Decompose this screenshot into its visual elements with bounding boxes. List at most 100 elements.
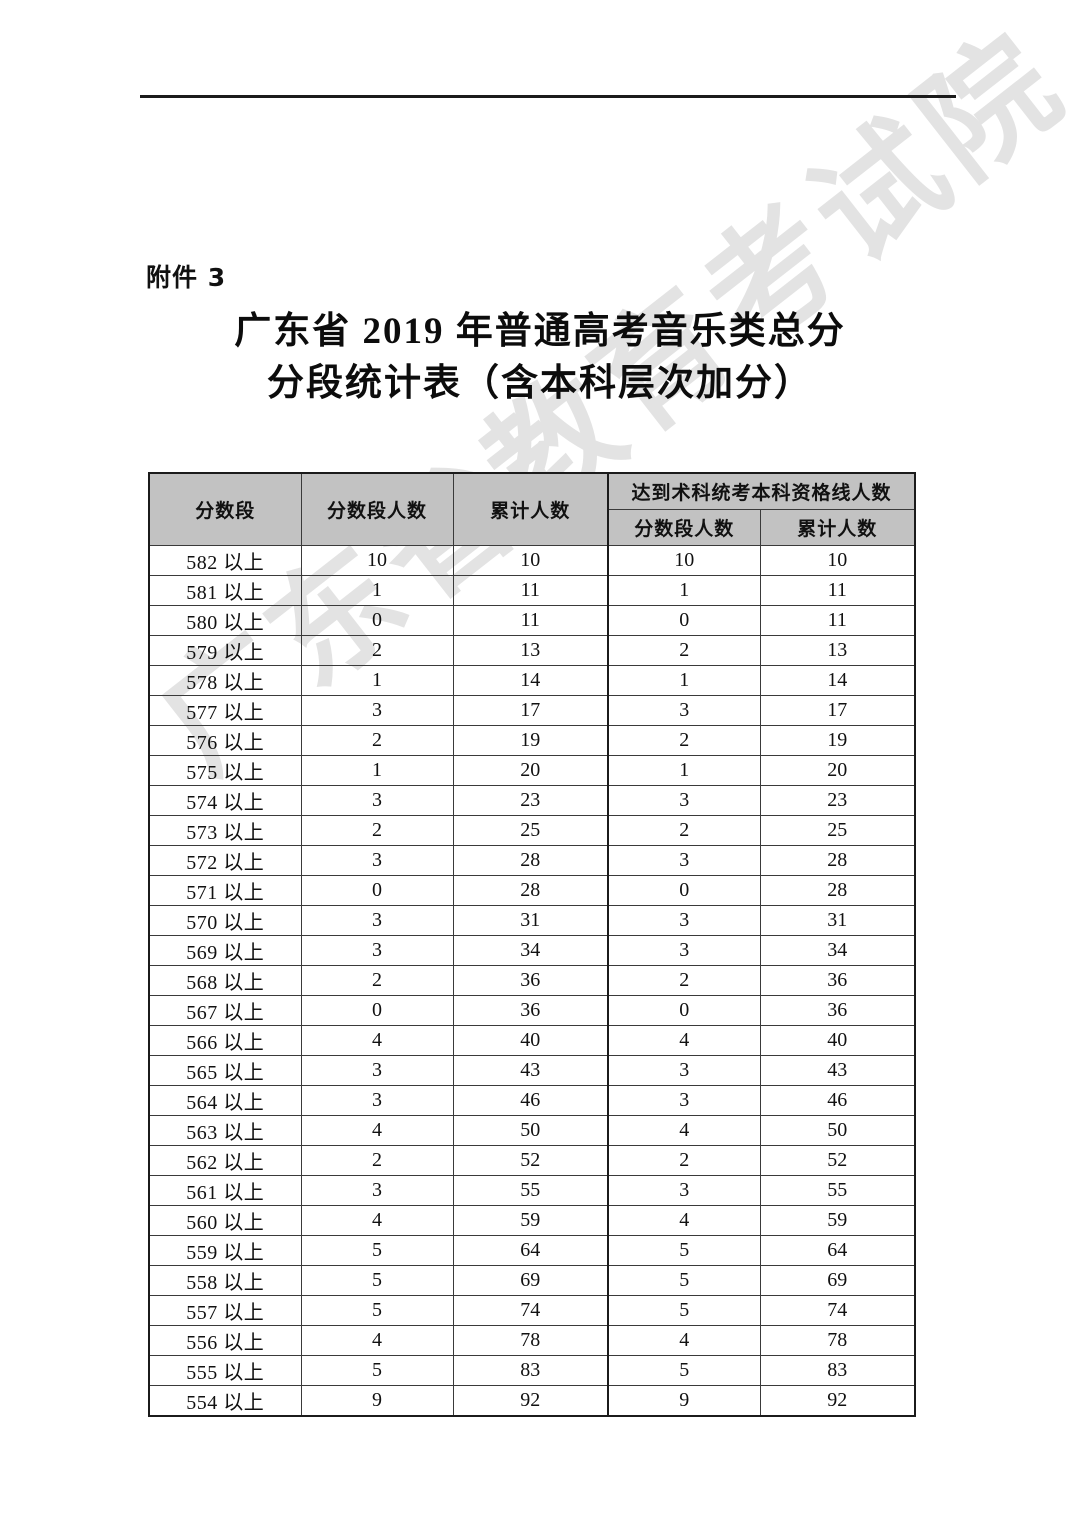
cell-band-count: 2 xyxy=(300,1145,454,1176)
cell-score-band: 562 以上 xyxy=(148,1145,302,1176)
cell-cumulative: 11 xyxy=(452,605,609,636)
table-body: 582 以上 10 10 10 10 581 以上 1 11 1 11 580 以上 0 11 0 11 57… xyxy=(148,545,916,1417)
cell-qualified-cumulative: 34 xyxy=(759,935,916,966)
cell-cumulative: 25 xyxy=(452,815,609,846)
th-band-count: 分数段人数 xyxy=(300,472,454,546)
cell-cumulative: 11 xyxy=(452,575,609,606)
cell-qualified-cumulative: 36 xyxy=(759,965,916,996)
cell-score-band: 581 以上 xyxy=(148,575,302,606)
cell-band-count: 0 xyxy=(300,995,454,1026)
cell-cumulative: 64 xyxy=(452,1235,609,1266)
cell-qualified-band-count: 3 xyxy=(607,845,761,876)
cell-band-count: 4 xyxy=(300,1025,454,1056)
cell-band-count: 2 xyxy=(300,635,454,666)
table-row: 569 以上 3 34 3 34 xyxy=(148,935,916,966)
cell-cumulative: 74 xyxy=(452,1295,609,1326)
cell-score-band: 579 以上 xyxy=(148,635,302,666)
table-row: 577 以上 3 17 3 17 xyxy=(148,695,916,726)
cell-qualified-cumulative: 64 xyxy=(759,1235,916,1266)
cell-qualified-cumulative: 31 xyxy=(759,905,916,936)
table-row: 568 以上 2 36 2 36 xyxy=(148,965,916,996)
cell-score-band: 577 以上 xyxy=(148,695,302,726)
header-rule xyxy=(140,95,956,98)
table-row: 572 以上 3 28 3 28 xyxy=(148,845,916,876)
cell-qualified-cumulative: 46 xyxy=(759,1085,916,1116)
cell-qualified-cumulative: 28 xyxy=(759,875,916,906)
cell-band-count: 5 xyxy=(300,1265,454,1296)
cell-cumulative: 28 xyxy=(452,875,609,906)
cell-cumulative: 14 xyxy=(452,665,609,696)
cell-band-count: 3 xyxy=(300,1175,454,1206)
cell-qualified-band-count: 0 xyxy=(607,875,761,906)
cell-band-count: 3 xyxy=(300,1085,454,1116)
cell-band-count: 4 xyxy=(300,1325,454,1356)
table-row: 557 以上 5 74 5 74 xyxy=(148,1295,916,1326)
cell-qualified-cumulative: 83 xyxy=(759,1355,916,1386)
table-header: 分数段 分数段人数 累计人数 达到术科统考本科资格线人数 分数段人数 累计人数 xyxy=(148,472,916,546)
cell-cumulative: 50 xyxy=(452,1115,609,1146)
table-row: 563 以上 4 50 4 50 xyxy=(148,1115,916,1146)
cell-qualified-band-count: 3 xyxy=(607,785,761,816)
cell-qualified-cumulative: 11 xyxy=(759,575,916,606)
cell-qualified-band-count: 4 xyxy=(607,1025,761,1056)
cell-qualified-band-count: 3 xyxy=(607,905,761,936)
cell-score-band: 569 以上 xyxy=(148,935,302,966)
cell-band-count: 3 xyxy=(300,1055,454,1086)
table-row: 561 以上 3 55 3 55 xyxy=(148,1175,916,1206)
table-row: 581 以上 1 11 1 11 xyxy=(148,575,916,606)
attachment-label: 附件 3 xyxy=(146,263,227,292)
cell-qualified-cumulative: 78 xyxy=(759,1325,916,1356)
cell-score-band: 574 以上 xyxy=(148,785,302,816)
table-row: 576 以上 2 19 2 19 xyxy=(148,725,916,756)
cell-band-count: 5 xyxy=(300,1235,454,1266)
cell-cumulative: 36 xyxy=(452,965,609,996)
cell-qualified-cumulative: 28 xyxy=(759,845,916,876)
cell-qualified-band-count: 2 xyxy=(607,965,761,996)
title-line-2: 分段统计表（含本科层次加分） xyxy=(267,363,813,404)
cell-band-count: 3 xyxy=(300,785,454,816)
table-row: 575 以上 1 20 1 20 xyxy=(148,755,916,786)
cell-qualified-band-count: 2 xyxy=(607,1145,761,1176)
table-row: 564 以上 3 46 3 46 xyxy=(148,1085,916,1116)
cell-cumulative: 52 xyxy=(452,1145,609,1176)
table-row: 566 以上 4 40 4 40 xyxy=(148,1025,916,1056)
table-row: 556 以上 4 78 4 78 xyxy=(148,1325,916,1356)
cell-qualified-cumulative: 40 xyxy=(759,1025,916,1056)
cell-qualified-band-count: 3 xyxy=(607,1085,761,1116)
cell-cumulative: 23 xyxy=(452,785,609,816)
cell-band-count: 2 xyxy=(300,725,454,756)
table-row: 578 以上 1 14 1 14 xyxy=(148,665,916,696)
cell-band-count: 3 xyxy=(300,845,454,876)
cell-band-count: 3 xyxy=(300,905,454,936)
cell-cumulative: 28 xyxy=(452,845,609,876)
cell-score-band: 567 以上 xyxy=(148,995,302,1026)
cell-qualified-cumulative: 13 xyxy=(759,635,916,666)
cell-qualified-cumulative: 23 xyxy=(759,785,916,816)
cell-qualified-band-count: 1 xyxy=(607,665,761,696)
cell-band-count: 9 xyxy=(300,1385,454,1417)
table-row: 580 以上 0 11 0 11 xyxy=(148,605,916,636)
cell-score-band: 571 以上 xyxy=(148,875,302,906)
cell-qualified-band-count: 5 xyxy=(607,1235,761,1266)
cell-band-count: 1 xyxy=(300,755,454,786)
cell-score-band: 582 以上 xyxy=(148,545,302,576)
cell-qualified-cumulative: 59 xyxy=(759,1205,916,1236)
cell-score-band: 559 以上 xyxy=(148,1235,302,1266)
cell-band-count: 0 xyxy=(300,875,454,906)
table-row: 567 以上 0 36 0 36 xyxy=(148,995,916,1026)
cell-cumulative: 34 xyxy=(452,935,609,966)
table-header-row-1: 分数段 分数段人数 累计人数 达到术科统考本科资格线人数 xyxy=(148,472,916,546)
th-score-band: 分数段 xyxy=(148,472,302,546)
cell-cumulative: 59 xyxy=(452,1205,609,1236)
cell-qualified-band-count: 0 xyxy=(607,995,761,1026)
table-row: 582 以上 10 10 10 10 xyxy=(148,545,916,576)
cell-qualified-cumulative: 52 xyxy=(759,1145,916,1176)
cell-cumulative: 13 xyxy=(452,635,609,666)
cell-score-band: 564 以上 xyxy=(148,1085,302,1116)
cell-score-band: 561 以上 xyxy=(148,1175,302,1206)
score-table-container: 分数段 分数段人数 累计人数 达到术科统考本科资格线人数 分数段人数 累计人数 … xyxy=(148,472,917,1417)
table-row: 559 以上 5 64 5 64 xyxy=(148,1235,916,1266)
cell-cumulative: 55 xyxy=(452,1175,609,1206)
cell-qualified-band-count: 3 xyxy=(607,1175,761,1206)
